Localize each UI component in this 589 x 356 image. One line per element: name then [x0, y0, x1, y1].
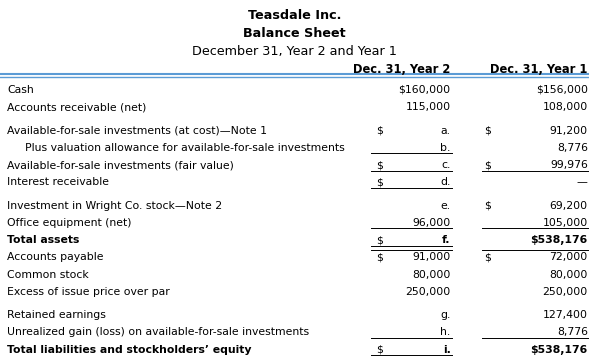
Text: a.: a. — [441, 126, 451, 136]
Text: 250,000: 250,000 — [405, 287, 451, 297]
Text: Total liabilities and stockholders’ equity: Total liabilities and stockholders’ equi… — [7, 345, 252, 355]
Text: Retained earnings: Retained earnings — [7, 310, 106, 320]
Text: Available-for-sale investments (at cost)—Note 1: Available-for-sale investments (at cost)… — [7, 126, 267, 136]
Text: Balance Sheet: Balance Sheet — [243, 27, 346, 40]
Text: $: $ — [376, 345, 383, 355]
Text: $160,000: $160,000 — [399, 85, 451, 95]
Text: Interest receivable: Interest receivable — [7, 177, 109, 187]
Text: 80,000: 80,000 — [550, 269, 588, 279]
Text: i.: i. — [443, 345, 451, 355]
Text: e.: e. — [441, 201, 451, 211]
Text: $156,000: $156,000 — [536, 85, 588, 95]
Text: 115,000: 115,000 — [405, 102, 451, 112]
Text: $: $ — [376, 126, 383, 136]
Text: 8,776: 8,776 — [557, 143, 588, 153]
Text: f.: f. — [442, 235, 451, 245]
Text: December 31, Year 2 and Year 1: December 31, Year 2 and Year 1 — [192, 45, 397, 58]
Text: 91,200: 91,200 — [550, 126, 588, 136]
Text: 72,000: 72,000 — [550, 252, 588, 262]
Text: Cash: Cash — [7, 85, 34, 95]
Text: Excess of issue price over par: Excess of issue price over par — [7, 287, 170, 297]
Text: Available-for-sale investments (fair value): Available-for-sale investments (fair val… — [7, 160, 234, 170]
Text: g.: g. — [440, 310, 451, 320]
Text: $: $ — [484, 126, 491, 136]
Text: 80,000: 80,000 — [412, 269, 451, 279]
Text: Dec. 31, Year 2: Dec. 31, Year 2 — [353, 63, 451, 76]
Text: Plus valuation allowance for available-for-sale investments: Plus valuation allowance for available-f… — [25, 143, 345, 153]
Text: c.: c. — [441, 160, 451, 170]
Text: Unrealized gain (loss) on available-for-sale investments: Unrealized gain (loss) on available-for-… — [7, 328, 309, 337]
Text: Investment in Wright Co. stock—Note 2: Investment in Wright Co. stock—Note 2 — [7, 201, 222, 211]
Text: $: $ — [484, 160, 491, 170]
Text: Dec. 31, Year 1: Dec. 31, Year 1 — [491, 63, 588, 76]
Text: Teasdale Inc.: Teasdale Inc. — [248, 9, 341, 22]
Text: 108,000: 108,000 — [542, 102, 588, 112]
Text: 69,200: 69,200 — [550, 201, 588, 211]
Text: —: — — [577, 177, 588, 187]
Text: $: $ — [376, 177, 383, 187]
Text: 250,000: 250,000 — [542, 287, 588, 297]
Text: 127,400: 127,400 — [543, 310, 588, 320]
Text: $: $ — [484, 201, 491, 211]
Text: Office equipment (net): Office equipment (net) — [7, 218, 131, 228]
Text: Common stock: Common stock — [7, 269, 89, 279]
Text: 8,776: 8,776 — [557, 328, 588, 337]
Text: Total assets: Total assets — [7, 235, 80, 245]
Text: $: $ — [376, 160, 383, 170]
Text: h.: h. — [441, 328, 451, 337]
Text: $538,176: $538,176 — [531, 345, 588, 355]
Text: 91,000: 91,000 — [412, 252, 451, 262]
Text: 99,976: 99,976 — [550, 160, 588, 170]
Text: b.: b. — [440, 143, 451, 153]
Text: $: $ — [484, 252, 491, 262]
Text: 96,000: 96,000 — [412, 218, 451, 228]
Text: $538,176: $538,176 — [531, 235, 588, 245]
Text: 105,000: 105,000 — [542, 218, 588, 228]
Text: Accounts payable: Accounts payable — [7, 252, 104, 262]
Text: Accounts receivable (net): Accounts receivable (net) — [7, 102, 147, 112]
Text: $: $ — [376, 252, 383, 262]
Text: $: $ — [376, 235, 383, 245]
Text: d.: d. — [440, 177, 451, 187]
